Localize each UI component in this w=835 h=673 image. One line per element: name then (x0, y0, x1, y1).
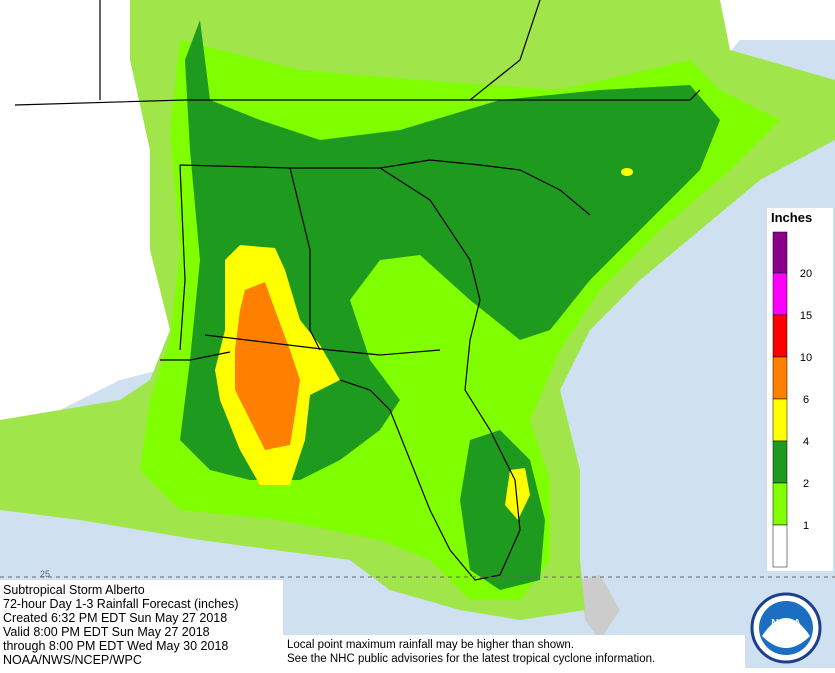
legend-label: 4 (803, 436, 809, 448)
footnote-line: See the NHC public advisories for the la… (287, 653, 655, 665)
footnote-line: Local point maximum rainfall may be high… (287, 639, 574, 651)
legend-label: 6 (803, 394, 809, 406)
rain-4-6-fl (505, 468, 530, 520)
legend-swatch (772, 524, 788, 568)
info-title: Subtropical Storm Alberto (3, 583, 145, 597)
legend-label: 1 (803, 520, 809, 532)
info-box (0, 580, 283, 668)
legend-swatch (772, 356, 788, 400)
info: 72-hour Day 1-3 Rainfall Forecast (inche… (3, 597, 239, 667)
legend: 20 15 10 6 4 2 1 (772, 231, 812, 568)
legend-label: 20 (800, 268, 812, 280)
island (580, 575, 620, 640)
info-line: NOAA/NWS/NCEP/WPC (3, 653, 142, 667)
legend-label: 15 (800, 310, 812, 322)
legend-swatch (772, 398, 788, 442)
legend-swatch (772, 314, 788, 358)
logo-text: NOAA (771, 618, 800, 629)
rain-4-6-nc (621, 168, 633, 176)
footnote: Local point maximum rainfall may be high… (287, 639, 655, 665)
legend-label: 10 (800, 352, 812, 364)
boundaries (14, 0, 701, 581)
info-line: 72-hour Day 1-3 Rainfall Forecast (inche… (3, 597, 239, 611)
legend-swatch (772, 482, 788, 526)
info-line: Valid 8:00 PM EDT Sun May 27 2018 (3, 625, 210, 639)
legend-swatch (772, 231, 788, 274)
rain-6-10 (235, 282, 300, 450)
legend-title: Inches (771, 210, 812, 225)
legend-swatch (772, 440, 788, 484)
info-line: Created 6:32 PM EDT Sun May 27 2018 (3, 611, 227, 625)
logo-bird (762, 618, 810, 648)
lat-label: 25 (40, 569, 50, 579)
info-line: through 8:00 PM EDT Wed May 30 2018 (3, 639, 228, 653)
legend-label: 2 (803, 478, 809, 490)
footnote-box (283, 635, 745, 668)
legend-swatch (772, 272, 788, 316)
